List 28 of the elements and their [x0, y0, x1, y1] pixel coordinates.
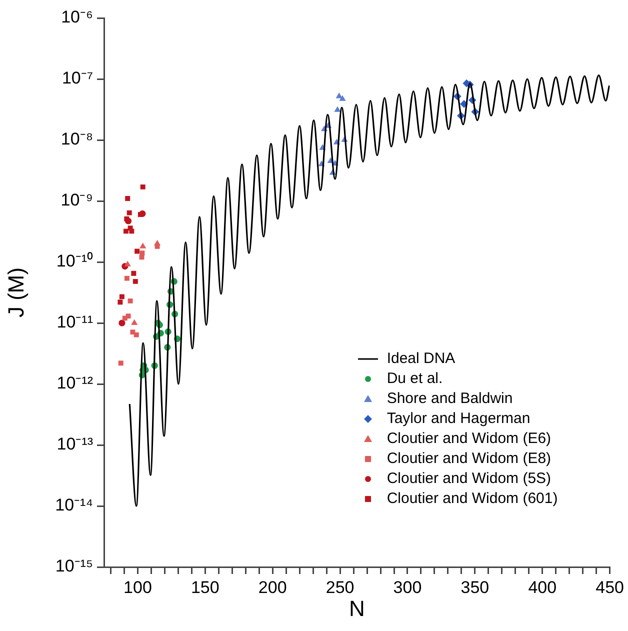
x-tick-label: 100 — [124, 578, 152, 597]
y-tick-label: 10⁻¹⁰ — [56, 252, 93, 271]
y-tick-label: 10⁻⁹ — [60, 190, 93, 210]
y-tick-label: 10⁻¹² — [56, 374, 94, 393]
legend-label: Cloutier and Widom (E6) — [386, 429, 552, 449]
y-tick-label: 10⁻¹⁴ — [55, 496, 93, 515]
legend-label: Taylor and Hagerman — [386, 409, 530, 429]
legend-label: Cloutier and Widom (E8) — [386, 449, 552, 469]
x-tick-label: 450 — [596, 578, 624, 597]
y-tick-label: 10⁻¹³ — [56, 434, 94, 454]
legend-label: Du et al. — [386, 369, 443, 389]
x-tick-label: 350 — [460, 578, 490, 597]
x-tick-label: 300 — [393, 578, 422, 597]
y-tick-label: 10⁻¹¹ — [56, 312, 94, 332]
x-tick-label: 400 — [528, 578, 557, 597]
x-tick-label: 200 — [258, 578, 287, 597]
legend-label: Cloutier and Widom (601) — [386, 489, 558, 509]
legend-label: Ideal DNA — [386, 349, 456, 369]
x-axis-title: N — [348, 596, 365, 621]
y-tick-label: 10⁻¹⁵ — [55, 556, 93, 576]
y-tick-label: 10⁻⁷ — [62, 68, 93, 88]
y-axis-title: J (M) — [3, 267, 28, 318]
y-tick-label: 10⁻⁶ — [61, 8, 93, 27]
y-tick-label: 10⁻⁸ — [60, 130, 93, 149]
x-tick-label: 250 — [326, 578, 354, 597]
legend-label: Cloutier and Widom (5S) — [386, 469, 552, 489]
x-tick-label: 150 — [190, 578, 220, 597]
legend-label: Shore and Baldwin — [386, 389, 513, 409]
